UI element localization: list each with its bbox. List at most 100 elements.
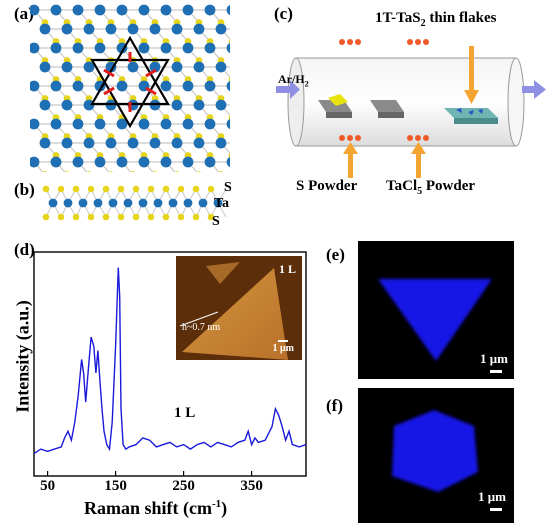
ta-atom <box>171 137 183 149</box>
ta-atom <box>116 156 128 168</box>
ta-atom <box>116 118 128 130</box>
ta-atom <box>39 23 51 35</box>
product-label: 1T-TaS2 thin flakes <box>375 10 497 29</box>
ta-atom <box>171 61 183 73</box>
ta-atom <box>61 23 73 35</box>
s-atom <box>130 171 136 172</box>
x-axis-label: Raman shift (cm-1) <box>84 498 228 518</box>
ta-atom <box>50 80 62 92</box>
ta-atom <box>193 61 205 73</box>
ta-atom <box>61 99 73 111</box>
s-atom <box>42 213 50 221</box>
e-scale-bar <box>490 370 502 373</box>
flow-in-arrow <box>276 80 300 99</box>
ta-atom <box>50 156 62 168</box>
ta-atom <box>48 198 58 208</box>
s-atom <box>132 185 140 193</box>
ta-atom <box>138 42 150 54</box>
pl-image-hexagon: 1 μm <box>358 388 514 523</box>
ta-atom <box>30 4 40 16</box>
ta-atom <box>213 198 223 208</box>
ta-atom <box>30 156 40 168</box>
s-powder-boat <box>318 94 352 118</box>
ta-atom <box>138 4 150 16</box>
s-atom <box>162 185 170 193</box>
ta-atom <box>193 137 205 149</box>
ta-atom <box>50 42 62 54</box>
s-atom <box>207 185 215 193</box>
flow-out-arrow <box>522 80 546 99</box>
s-atom <box>57 185 65 193</box>
s-atom <box>196 171 202 172</box>
s-atom <box>152 171 158 172</box>
s-atom <box>177 213 185 221</box>
ta-atom <box>138 198 148 208</box>
ta-atom <box>160 118 172 130</box>
s-atom <box>87 213 95 221</box>
f-scale-label: 1 μm <box>478 489 506 504</box>
ta-atom <box>72 118 84 130</box>
ta-atom <box>94 42 106 54</box>
ta-atom <box>204 80 216 92</box>
panel-label-d: (d) <box>14 240 35 259</box>
ta-atom <box>226 156 230 168</box>
ta-atom <box>123 198 133 208</box>
ta-atom <box>105 23 117 35</box>
s-atom <box>162 213 170 221</box>
ta-atom <box>204 156 216 168</box>
ta-atom <box>94 156 106 168</box>
s-atom <box>102 213 110 221</box>
y-axis-label: Intensity (a.u.) <box>12 300 33 413</box>
lattice-side-view <box>42 185 227 221</box>
afm-layer-label: 1 L <box>278 262 296 276</box>
s-atom <box>207 213 215 221</box>
afm-inset: 1 L h~0.7 nm 1 μm <box>176 256 302 360</box>
ta-atom <box>198 198 208 208</box>
spectrum-annotation: 1 L <box>174 405 196 421</box>
afm-flake <box>179 262 288 360</box>
ta-atom <box>160 156 172 168</box>
ta-atom <box>160 4 172 16</box>
gas-label: Ar/H2 <box>278 72 309 89</box>
ta-atom <box>72 80 84 92</box>
s-atom <box>108 171 114 172</box>
s-atom <box>87 185 95 193</box>
ta-atom <box>50 4 62 16</box>
ta-atom <box>116 80 128 92</box>
afm-scale-label: 1 μm <box>272 343 295 354</box>
ta-atom <box>215 23 227 35</box>
ta-atom <box>127 61 139 73</box>
s-atom <box>117 185 125 193</box>
side-label-ta: Ta <box>214 196 230 211</box>
panel-label-e: (e) <box>326 245 345 264</box>
s-atom <box>192 185 200 193</box>
ta-atom <box>61 61 73 73</box>
f-scale-bar <box>490 508 502 511</box>
ta-atom <box>160 42 172 54</box>
ta-atom <box>39 61 51 73</box>
ta-atom <box>193 23 205 35</box>
ta-atom <box>72 4 84 16</box>
triangle-flake <box>378 279 492 361</box>
panel-label-c: (c) <box>274 4 293 23</box>
lattice-top-view <box>30 4 230 172</box>
ta-atom <box>83 99 95 111</box>
ta-atom <box>78 198 88 208</box>
ta-atom <box>204 4 216 16</box>
e-scale-label: 1 μm <box>480 351 508 366</box>
ta-atom <box>226 80 230 92</box>
panel-label-f: (f) <box>326 396 343 415</box>
ta-atom <box>94 118 106 130</box>
s-atom <box>177 185 185 193</box>
ta-atom <box>204 118 216 130</box>
ta-atom <box>226 4 230 16</box>
ta-atom <box>105 137 117 149</box>
s-atom <box>228 38 230 45</box>
ta-atom <box>61 137 73 149</box>
s-atom <box>42 171 48 172</box>
ta-atom <box>149 23 161 35</box>
tacl5-powder-boat <box>370 100 404 118</box>
hexagon-flake <box>392 410 478 492</box>
ta-atom <box>182 118 194 130</box>
s-atom <box>147 185 155 193</box>
